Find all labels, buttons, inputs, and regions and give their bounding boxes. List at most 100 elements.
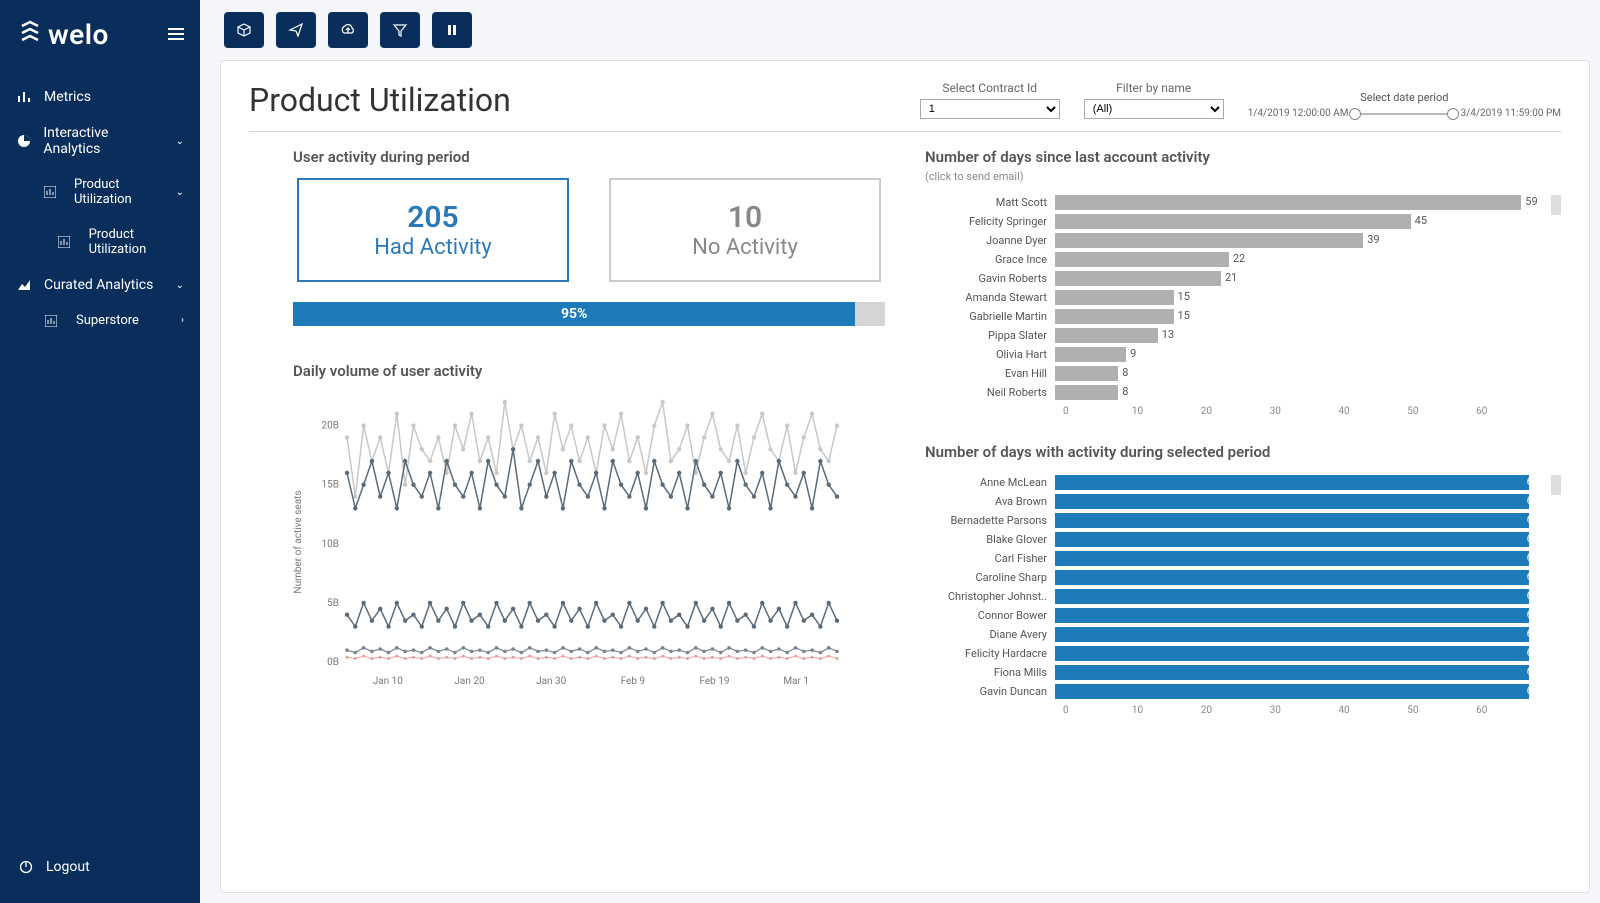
scrollbar[interactable]	[1551, 195, 1561, 215]
table-row[interactable]: Christopher Johnst.. 60	[925, 587, 1545, 606]
main: Product Utilization Select Contract Id 1…	[200, 0, 1600, 903]
date-start: 1/4/2019 12:00:00 AM	[1248, 108, 1349, 119]
bar-value: 15	[1178, 309, 1190, 322]
bar-value: 60	[1527, 513, 1539, 526]
table-row[interactable]: Ava Brown 60	[925, 492, 1545, 511]
progress-fill: 95%	[293, 302, 855, 326]
sidebar-item-product-util-2[interactable]: Product Utilization	[0, 217, 200, 267]
logout-button[interactable]: Logout	[0, 841, 200, 903]
table-row[interactable]: Diane Avery60	[925, 625, 1545, 644]
bar-fill	[1055, 532, 1529, 547]
bar-value: 9	[1130, 347, 1136, 360]
bar-label: Grace Ince	[925, 253, 1055, 266]
bar-fill	[1055, 589, 1529, 604]
filter-button[interactable]	[380, 12, 420, 48]
line-chart[interactable]: 0B5B10B15B20BNumber of active seatsJan 1…	[249, 392, 885, 692]
svg-text:Jan 30: Jan 30	[536, 676, 567, 687]
logo-text: welo	[48, 18, 109, 51]
left-column: User activity during period 205 Had Acti…	[249, 148, 885, 716]
bar-value: 60	[1527, 589, 1539, 602]
stat-card-active[interactable]: 205 Had Activity	[297, 178, 569, 282]
bar-fill	[1055, 494, 1529, 509]
table-row[interactable]: Gabrielle Martin 15	[925, 307, 1545, 326]
logo-area: welo	[0, 0, 200, 79]
upload-button[interactable]	[328, 12, 368, 48]
with-activity-title: Number of days with activity during sele…	[925, 443, 1561, 461]
scrollbar[interactable]	[1551, 475, 1561, 495]
send-button[interactable]	[276, 12, 316, 48]
bar-label: Blake Glover	[925, 533, 1055, 546]
filter-label: Select Contract Id	[920, 81, 1060, 95]
table-row[interactable]: Gavin Roberts21	[925, 269, 1545, 288]
since-last-chart[interactable]: Matt Scott59Felicity Springer45Joanne Dy…	[925, 193, 1545, 402]
table-row[interactable]: Felicity Springer45	[925, 212, 1545, 231]
name-select[interactable]: (All)	[1084, 99, 1224, 119]
stat-card-inactive[interactable]: 10 No Activity	[609, 178, 881, 282]
svg-text:Feb 9: Feb 9	[621, 676, 645, 687]
table-row[interactable]: Neil Roberts8	[925, 383, 1545, 402]
bar-label: Olivia Hart	[925, 348, 1055, 361]
table-row[interactable]: Bernadette Parsons 60	[925, 511, 1545, 530]
nav-label: Interactive Analytics	[43, 125, 163, 157]
bar-value: 60	[1527, 570, 1539, 583]
with-activity-chart[interactable]: Anne McLean60Ava Brown60Bernadette Parso…	[925, 473, 1545, 701]
bar-label: Christopher Johnst..	[925, 590, 1055, 603]
bar-label: Ava Brown	[925, 495, 1055, 508]
table-row[interactable]: Fiona Mills60	[925, 663, 1545, 682]
bar-value: 60	[1527, 475, 1539, 488]
table-row[interactable]: Connor Bower60	[925, 606, 1545, 625]
table-row[interactable]: Felicity Hardacre60	[925, 644, 1545, 663]
pause-button[interactable]	[432, 12, 472, 48]
contract-select[interactable]: 1	[920, 99, 1060, 119]
menu-toggle-icon[interactable]	[168, 25, 184, 44]
bar-value: 21	[1225, 271, 1237, 284]
table-row[interactable]: Blake Glover60	[925, 530, 1545, 549]
sidebar-item-metrics[interactable]: Metrics	[0, 79, 200, 115]
bar-label: Gabrielle Martin	[925, 310, 1055, 323]
svg-text:Jan 10: Jan 10	[373, 676, 404, 687]
table-row[interactable]: Amanda Stewart15	[925, 288, 1545, 307]
bar-label: Bernadette Parsons	[925, 514, 1055, 527]
date-slider[interactable]	[1354, 113, 1454, 115]
table-row[interactable]: Grace Ince22	[925, 250, 1545, 269]
sidebar-item-interactive[interactable]: Interactive Analytics ⌄	[0, 115, 200, 167]
filter-name: Filter by name (All)	[1084, 81, 1224, 119]
bar-label: Matt Scott	[925, 196, 1055, 209]
sidebar-item-curated[interactable]: Curated Analytics ⌄	[0, 267, 200, 303]
bar-label: Neil Roberts	[925, 386, 1055, 399]
bar-value: 60	[1527, 494, 1539, 507]
table-row[interactable]: Carl Fisher60	[925, 549, 1545, 568]
chart-axis: 0102030405060	[1063, 402, 1545, 417]
table-row[interactable]: Evan Hill8	[925, 364, 1545, 383]
sidebar-item-superstore[interactable]: Superstore ›	[0, 303, 200, 338]
table-row[interactable]: Gavin Duncan60	[925, 682, 1545, 701]
nav: Metrics Interactive Analytics ⌄ Product …	[0, 79, 200, 841]
table-row[interactable]: Pippa Slater13	[925, 326, 1545, 345]
bar-fill	[1055, 309, 1174, 324]
svg-text:10B: 10B	[322, 539, 339, 550]
toolbar	[200, 0, 1600, 60]
sidebar-item-product-util[interactable]: Product Utilization ⌄	[0, 167, 200, 217]
area-chart-icon	[16, 278, 32, 292]
bar-fill	[1055, 195, 1521, 210]
bar-label: Evan Hill	[925, 367, 1055, 380]
bar-fill	[1055, 385, 1118, 400]
bar-value: 60	[1527, 551, 1539, 564]
bar-label: Connor Bower	[925, 609, 1055, 622]
svg-text:Jan 20: Jan 20	[454, 676, 485, 687]
bar-fill	[1055, 233, 1363, 248]
table-row[interactable]: Matt Scott59	[925, 193, 1545, 212]
table-row[interactable]: Joanne Dyer39	[925, 231, 1545, 250]
table-row[interactable]: Caroline Sharp 60	[925, 568, 1545, 587]
since-last-sub: (click to send email)	[925, 170, 1561, 183]
filter-period: Select date period 1/4/2019 12:00:00 AM …	[1248, 91, 1561, 119]
chart-icon	[44, 315, 58, 327]
bar-label: Caroline Sharp	[925, 571, 1055, 584]
table-row[interactable]: Anne McLean60	[925, 473, 1545, 492]
bar-value: 60	[1527, 665, 1539, 678]
stat-label: No Activity	[621, 235, 869, 260]
table-row[interactable]: Olivia Hart 9	[925, 345, 1545, 364]
bar-fill	[1055, 271, 1221, 286]
cube-button[interactable]	[224, 12, 264, 48]
bar-label: Joanne Dyer	[925, 234, 1055, 247]
